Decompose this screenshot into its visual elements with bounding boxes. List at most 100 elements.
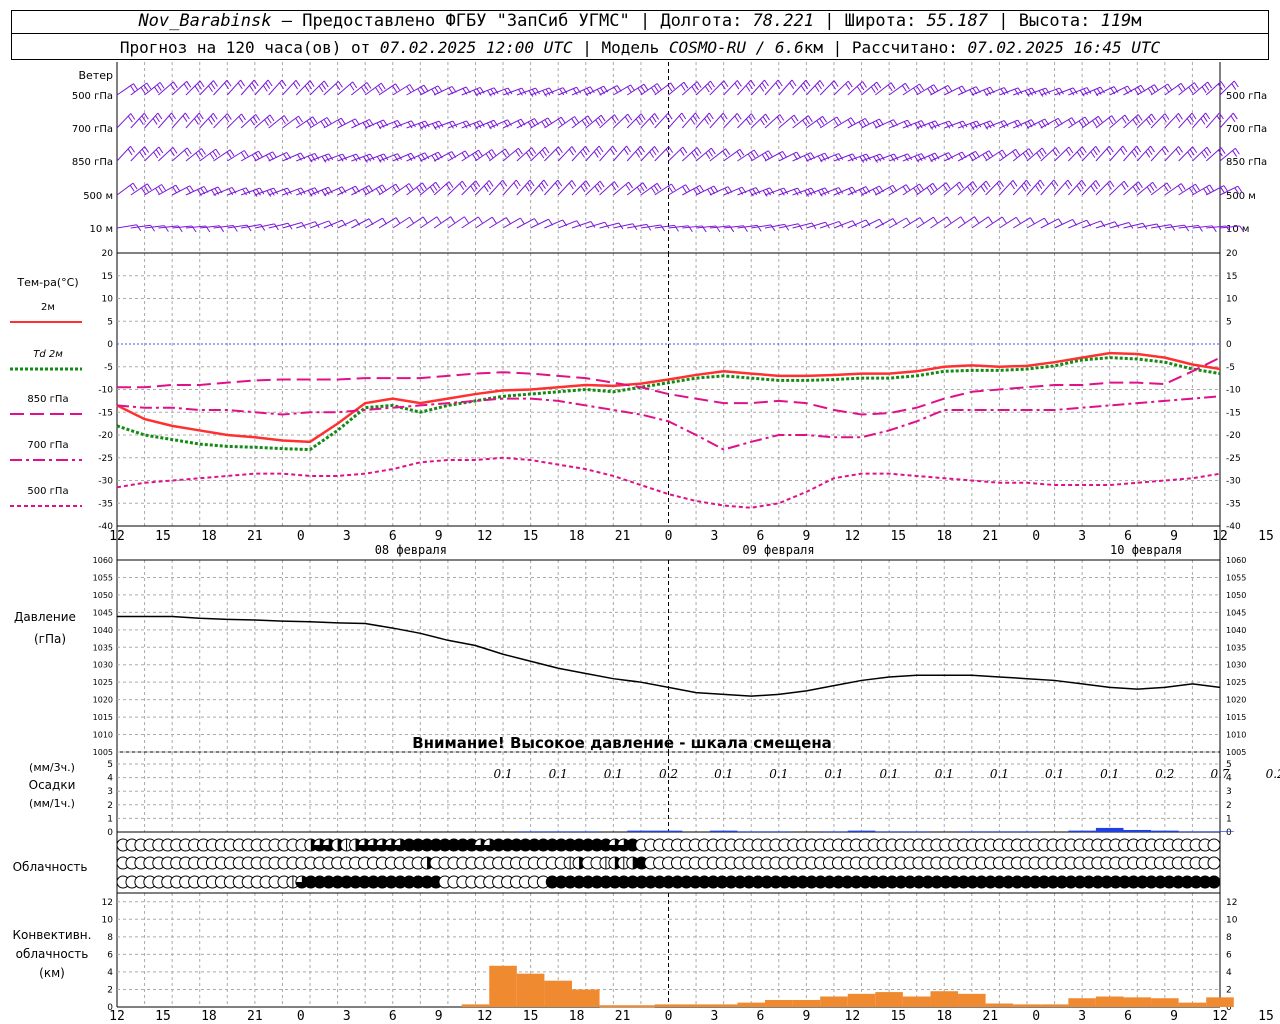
wind-barb-feather — [407, 154, 413, 161]
longitude-value: 78.221 — [752, 11, 814, 31]
wind-barb-feather — [1081, 179, 1087, 187]
wind-barb-feather — [1205, 112, 1211, 120]
wind-barb-staff — [1205, 81, 1222, 96]
conv-bar — [820, 996, 848, 1007]
wind-barb-feather — [1123, 180, 1129, 188]
wind-barb-feather — [146, 82, 152, 90]
wind-barb-feather — [587, 115, 593, 123]
wind-barb-feather — [761, 82, 767, 90]
wind-barb-feather — [1131, 151, 1137, 158]
wind-barb-feather — [651, 115, 657, 123]
wind-barb-feather — [1086, 87, 1092, 94]
wind-barb-feather — [752, 188, 758, 196]
date-label: 08 февраля — [375, 543, 447, 557]
precip-bar — [709, 830, 738, 832]
wind-barb-feather — [696, 186, 702, 194]
wind-barb-feather — [395, 217, 401, 224]
wind-barb-feather — [988, 150, 994, 157]
wind-barb-feather — [1203, 149, 1209, 156]
conv-tick-left: 6 — [107, 950, 113, 960]
wind-barb-feather — [654, 146, 659, 153]
cloud-three-quarter — [608, 839, 621, 852]
wind-barb-feather — [237, 82, 243, 90]
wind-barb-staff — [488, 148, 506, 162]
wind-barb-feather — [397, 120, 402, 127]
hour-tick-label: 3 — [343, 529, 351, 544]
wind-barb-feather — [1121, 117, 1127, 124]
wind-barb-feather — [803, 82, 808, 90]
wind-barb-feather — [172, 186, 178, 194]
wind-barb-staff — [682, 225, 703, 229]
wind-barb-staff — [1067, 146, 1083, 162]
wind-barb-feather — [670, 82, 676, 90]
wind-barb-staff — [1136, 181, 1153, 196]
wind-barb-feather — [281, 79, 287, 87]
hour-tick-label: 3 — [343, 1009, 351, 1024]
wind-barb-feather — [983, 183, 988, 190]
wind-barb-feather — [917, 121, 923, 129]
wind-barb-feather — [130, 113, 136, 120]
date-label: 10 февраля — [1110, 543, 1182, 557]
wind-barb-feather — [807, 115, 813, 122]
wind-barb-staff — [130, 183, 148, 196]
wind-barb-feather — [473, 123, 479, 130]
temp-tick-right: 10 — [1226, 295, 1238, 305]
wind-barb-staff — [213, 149, 231, 162]
wind-barb-feather — [1000, 88, 1006, 96]
wind-barb-feather — [1180, 183, 1186, 190]
hour-tick-label: 12 — [109, 1009, 125, 1024]
wind-barb-feather — [183, 83, 189, 91]
wind-barb-feather — [779, 189, 785, 196]
pressure-tick-right: 1060 — [1226, 556, 1246, 565]
precip-bar — [1151, 830, 1179, 832]
conv-bar — [1068, 998, 1096, 1007]
wind-barb-feather — [196, 115, 202, 123]
wind-barb-feather — [311, 154, 316, 162]
wind-barb-feather — [266, 190, 272, 197]
precip-bar — [958, 831, 986, 832]
wind-barb-feather — [834, 154, 840, 162]
wind-barb-feather — [934, 152, 940, 160]
wind-barb-feather — [1026, 179, 1031, 187]
wind-barb-feather — [1036, 152, 1042, 159]
wind-barb-feather — [1164, 145, 1169, 153]
conv-tick-left: 8 — [107, 933, 113, 943]
wind-barb-feather — [769, 187, 775, 195]
precip-unit-3h: (мм/3ч.) — [29, 761, 75, 774]
wind-barb-feather — [640, 85, 646, 93]
wind-barb-feather — [973, 122, 978, 129]
wind-barb-feather — [229, 149, 235, 157]
precip-amount-label: 0.2 — [1266, 767, 1280, 781]
wind-barb-feather — [797, 223, 803, 230]
wind-barb-feather — [1083, 88, 1088, 96]
wind-barb-feather — [256, 189, 261, 196]
pressure-tick-left: 1025 — [93, 678, 113, 687]
wind-barb-feather — [298, 115, 303, 123]
wind-barb-feather — [133, 83, 138, 90]
wind-barb-feather — [420, 86, 426, 94]
wind-barb-feather — [1175, 115, 1181, 123]
wind-barb-feather — [959, 181, 964, 189]
wind-barb-staff — [309, 80, 325, 96]
wind-barb-feather — [300, 187, 306, 195]
wind-barb-feather — [242, 188, 248, 196]
wind-barb-feather — [630, 84, 636, 92]
wind-barb-staff — [337, 218, 356, 229]
wind-barb-staff — [296, 221, 316, 229]
wind-barb-feather — [212, 113, 218, 120]
wind-barb-feather — [542, 149, 547, 156]
wind-barb-feather — [311, 188, 316, 196]
wind-barb-feather — [159, 82, 165, 89]
wind-barb-feather — [983, 123, 989, 130]
conv-bar — [627, 1005, 655, 1008]
wind-barb-feather — [845, 83, 851, 90]
wind-barb-staff — [709, 148, 726, 162]
wind-barb-feather — [985, 152, 991, 159]
date-label: 09 февраля — [742, 543, 814, 557]
precip-bar — [985, 831, 1014, 832]
wind-barb-feather — [1137, 114, 1143, 121]
conv-tick-left: 0 — [107, 1003, 113, 1013]
wind-barb-feather — [705, 152, 711, 160]
wind-barb-feather — [710, 80, 715, 88]
wind-barb-feather — [168, 115, 174, 122]
